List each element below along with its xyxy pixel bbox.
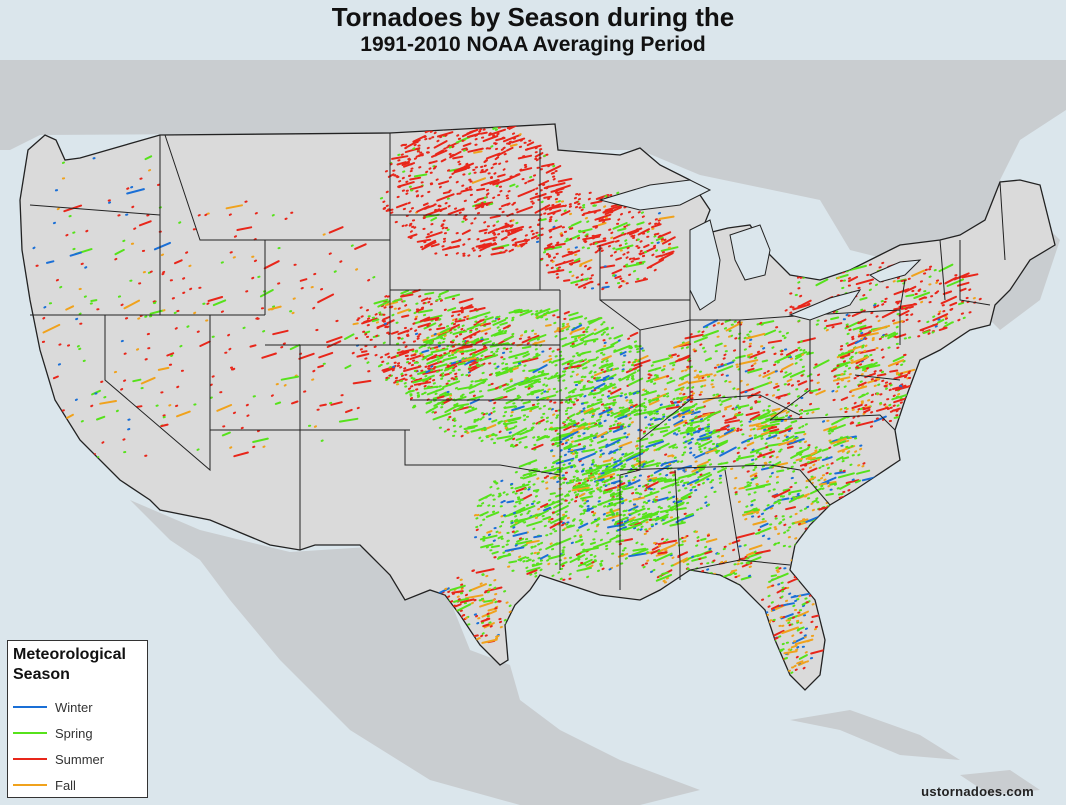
legend-label-fall: Fall (55, 777, 76, 793)
legend-item-spring: Spring (13, 723, 93, 743)
legend-item-summer: Summer (13, 749, 104, 769)
caribbean-land (960, 770, 1040, 795)
cuba-land (790, 710, 960, 760)
legend-item-winter: Winter (13, 697, 93, 717)
great-lakes (598, 179, 922, 321)
state-borders (29, 133, 1006, 590)
mexico-land (130, 500, 700, 805)
legend-title: Meteorological Season (13, 646, 126, 683)
legend-label-spring: Spring (55, 725, 93, 741)
fall-swatch (13, 784, 47, 786)
winter-swatch (13, 706, 47, 708)
legend-label-summer: Summer (55, 751, 105, 767)
canada-land (0, 60, 1066, 330)
map-subtitle: 1991-2010 NOAA Averaging Period (360, 33, 706, 56)
source-credit: ustornadoes.com (921, 784, 1034, 799)
spring-swatch (13, 732, 47, 734)
tornado-tracks (32, 124, 982, 681)
summer-swatch (13, 758, 47, 760)
legend-item-fall: Fall (13, 775, 76, 795)
map-title: Tornadoes by Season during the (331, 2, 735, 32)
legend: Meteorological Season Winter Spring Summ… (7, 640, 148, 798)
legend-label-winter: Winter (55, 699, 93, 715)
